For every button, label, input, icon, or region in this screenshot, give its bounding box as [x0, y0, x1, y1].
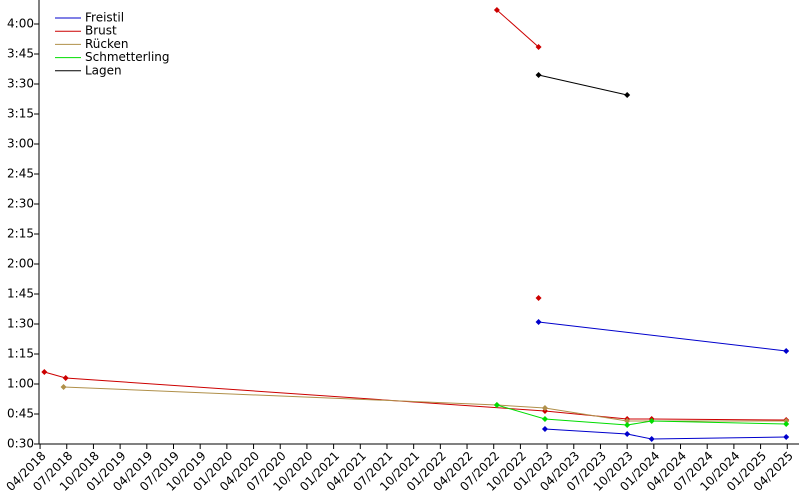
point-marker: [493, 7, 500, 13]
legend-label: Schmetterling: [85, 50, 170, 64]
point-marker: [41, 369, 48, 375]
y-tick-label: 4:00: [7, 17, 34, 31]
point-marker: [624, 431, 631, 437]
y-tick-label: 1:15: [7, 347, 34, 361]
point-marker: [624, 418, 631, 424]
point-marker: [541, 405, 548, 411]
y-tick-label: 3:30: [7, 77, 34, 91]
y-tick-label: 1:00: [7, 377, 34, 391]
y-tick-label: 2:45: [7, 167, 34, 181]
y-tick-label: 1:30: [7, 317, 34, 331]
series-line: [538, 321, 787, 440]
point-marker: [783, 434, 790, 440]
point-marker: [535, 319, 542, 325]
point-marker: [541, 416, 548, 422]
point-marker: [783, 421, 790, 427]
legend-label: Lagen: [85, 63, 122, 77]
point-marker: [60, 384, 67, 390]
legend-label: Freistil: [85, 11, 124, 25]
y-tick-label: 0:30: [7, 437, 34, 451]
y-tick-label: 3:45: [7, 47, 34, 61]
point-marker: [535, 72, 542, 78]
legend-label: Rücken: [85, 37, 129, 51]
y-tick-label: 3:15: [7, 107, 34, 121]
y-tick-label: 2:00: [7, 257, 34, 271]
series-line: [538, 74, 628, 96]
y-tick-label: 2:15: [7, 227, 34, 241]
point-marker: [62, 375, 69, 381]
point-marker: [493, 402, 500, 408]
point-marker: [624, 422, 631, 428]
y-tick-label: 1:45: [7, 287, 34, 301]
point-marker: [783, 348, 790, 354]
point-marker: [648, 436, 655, 442]
series-line: [44, 9, 787, 421]
legend-label: Brust: [85, 24, 117, 38]
point-marker: [541, 426, 548, 432]
point-marker: [535, 44, 542, 50]
series-line: [63, 386, 787, 422]
y-tick-label: 0:45: [7, 407, 34, 421]
y-tick-label: 3:00: [7, 137, 34, 151]
point-marker: [535, 295, 542, 301]
y-tick-label: 2:30: [7, 197, 34, 211]
point-marker: [624, 92, 631, 98]
point-marker: [648, 418, 655, 424]
